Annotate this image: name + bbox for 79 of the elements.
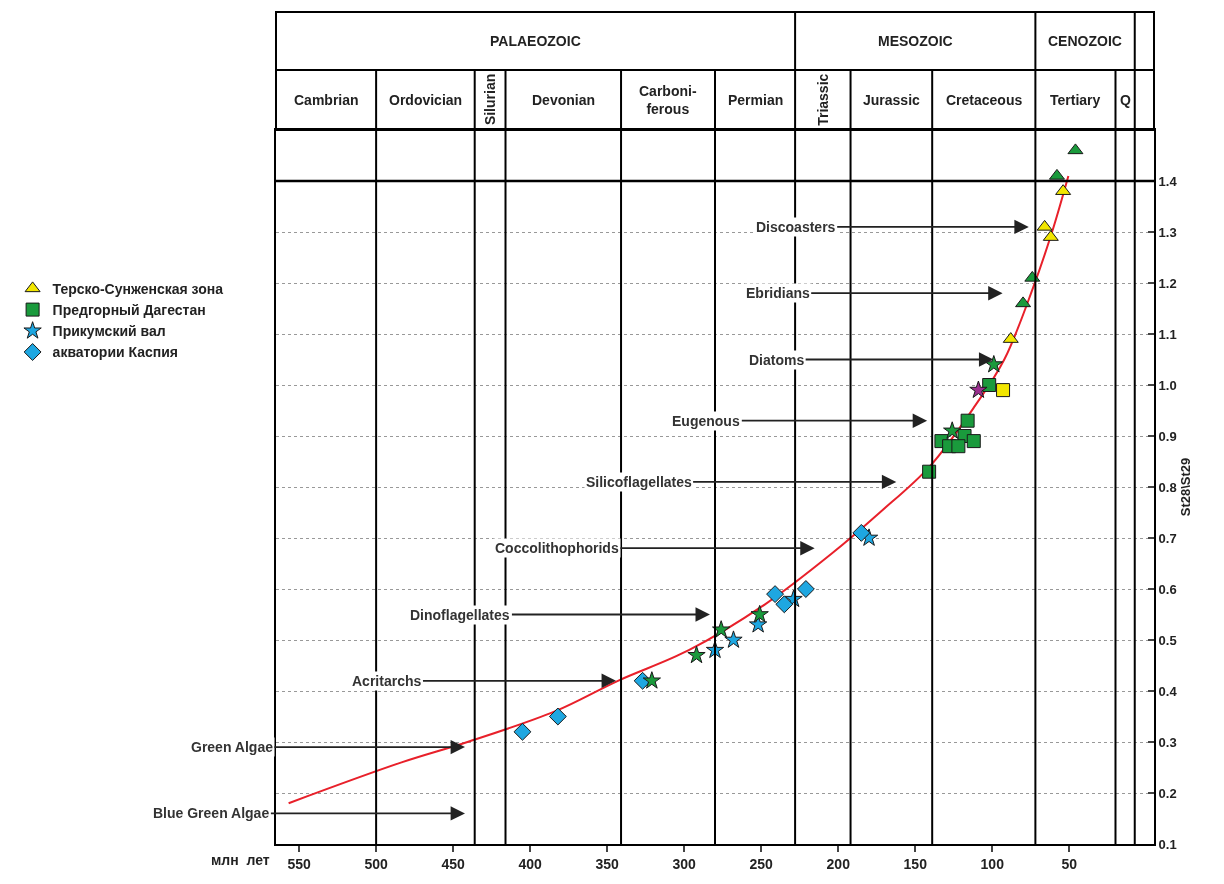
point	[712, 620, 731, 638]
text: Q	[1120, 92, 1131, 108]
x-tick-label: 450	[441, 855, 466, 872]
point	[943, 421, 962, 439]
point	[966, 434, 981, 449]
annotation: Discoasters	[756, 219, 836, 235]
text: Silurian	[482, 73, 499, 126]
text: Tertiary	[1050, 92, 1101, 108]
text: MESOZOIC	[878, 33, 953, 49]
point	[766, 585, 785, 604]
y-tick-label: 0.6	[1158, 581, 1177, 597]
point	[548, 707, 567, 726]
text: Triassic	[814, 73, 831, 126]
x-tick-label: 550	[287, 855, 311, 872]
line-series	[287, 174, 1070, 805]
legend-label: Предгорный Дагестан	[52, 302, 206, 319]
x-tick-label: 350	[595, 855, 620, 872]
y-tick-label: 0.3	[1158, 734, 1177, 750]
legend-label: Терско-Сунженская зона	[52, 280, 224, 297]
annotation: Eugenous	[672, 413, 740, 429]
point	[1036, 219, 1053, 231]
point	[1015, 296, 1032, 308]
y-tick-label: 1.4	[1158, 173, 1178, 189]
annotation: Ebridians	[746, 285, 811, 301]
x-tick-label: 250	[749, 855, 774, 872]
annotation: Acritarchs	[352, 673, 422, 689]
text: Devonian	[532, 92, 596, 108]
text: Blue Green Algae	[153, 805, 270, 821]
annotation: Diatoms	[749, 352, 805, 368]
y-tick-label: 1.2	[1158, 275, 1177, 291]
y-tick-label: 0.1	[1158, 836, 1177, 852]
y-tick-label: 0.9	[1158, 428, 1177, 444]
y-tick-label: 0.4	[1158, 683, 1178, 699]
y-tick-label: 1.0	[1158, 377, 1177, 393]
y-tick-label: 0.5	[1158, 632, 1177, 648]
point	[642, 671, 661, 689]
x-tick-label: 300	[672, 855, 697, 872]
point	[996, 383, 1011, 398]
x-tick-label: 100	[980, 855, 1005, 872]
point	[687, 645, 706, 664]
point	[724, 630, 743, 648]
legend-label: акватории Каспия	[52, 344, 179, 361]
x-axis-title: млн лет	[211, 852, 270, 868]
point	[969, 380, 988, 398]
point	[1048, 168, 1065, 180]
point	[750, 604, 769, 623]
text: Cambrian	[294, 92, 359, 108]
text: PALAEOZOIC	[490, 33, 581, 49]
y-tick-label: 0.7	[1158, 530, 1177, 546]
annotation: Silicoflagellates	[586, 474, 693, 490]
point	[1067, 143, 1084, 155]
point	[984, 355, 1003, 373]
point	[852, 523, 871, 542]
text: Jurassic	[863, 92, 921, 108]
y-tick-label: 1.3	[1158, 224, 1177, 240]
point	[951, 439, 966, 454]
point	[513, 722, 532, 741]
text: Ordovician	[389, 92, 463, 108]
x-tick-label: 50	[1061, 855, 1078, 872]
text: Permian	[728, 92, 784, 108]
point	[775, 595, 794, 614]
legend-label: Прикумский вал	[52, 323, 166, 340]
y-tick-label: 0.8	[1158, 479, 1177, 495]
text: Cretaceous	[946, 92, 1023, 108]
annotation: Green Algae	[191, 739, 274, 755]
x-tick-label: 150	[903, 855, 928, 872]
x-tick-label: 200	[826, 855, 851, 872]
point	[982, 378, 997, 392]
text: Carboni- ferous	[639, 83, 697, 118]
y-tick-label: 1.1	[1158, 326, 1177, 342]
annotation: Dinoflagellates	[410, 607, 510, 623]
y-axis-title: St28\St29	[1177, 457, 1193, 517]
y-tick-label: 0.2	[1158, 785, 1177, 801]
x-tick-label: 400	[518, 855, 543, 872]
point	[796, 580, 815, 598]
x-tick-label: 500	[364, 855, 389, 872]
point	[960, 413, 975, 428]
annotation: Coccolithophorids	[495, 540, 619, 556]
text: CENOZOIC	[1048, 33, 1122, 49]
